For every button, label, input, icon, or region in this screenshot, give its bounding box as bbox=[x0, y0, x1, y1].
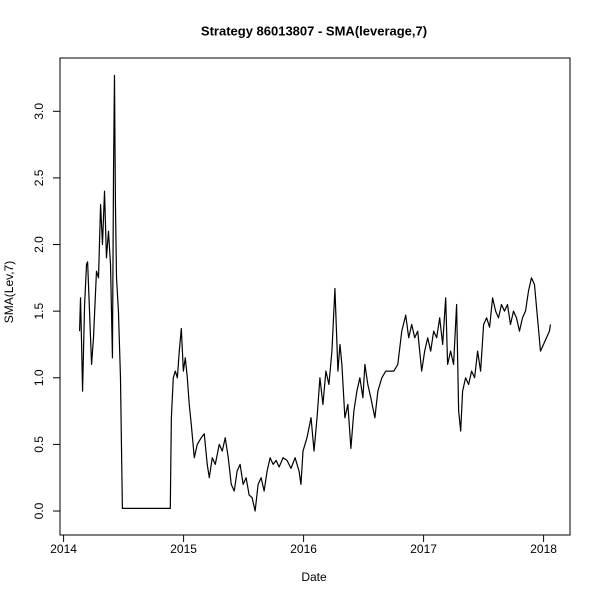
plot-frame bbox=[59, 57, 571, 536]
y-tick-label: 1.5 bbox=[32, 302, 46, 319]
y-tick-label: 2.0 bbox=[32, 236, 46, 253]
y-tick-label: 0.0 bbox=[32, 502, 46, 519]
data-line bbox=[78, 74, 552, 512]
x-axis-label: Date bbox=[301, 570, 327, 584]
x-tick-label: 2015 bbox=[170, 542, 197, 556]
y-tick-label: 3.0 bbox=[32, 103, 46, 120]
x-tick-label: 2016 bbox=[290, 542, 317, 556]
y-axis-label: SMA(Lev,7) bbox=[2, 261, 16, 323]
x-tick-label: 2017 bbox=[410, 542, 437, 556]
y-tick-label: 2.5 bbox=[32, 169, 46, 186]
chart-title: Strategy 86013807 - SMA(leverage,7) bbox=[201, 23, 427, 38]
x-tick-label: 2014 bbox=[50, 542, 77, 556]
x-tick-label: 2018 bbox=[530, 542, 557, 556]
y-tick-label: 0.5 bbox=[32, 436, 46, 453]
y-tick-label: 1.0 bbox=[32, 369, 46, 386]
